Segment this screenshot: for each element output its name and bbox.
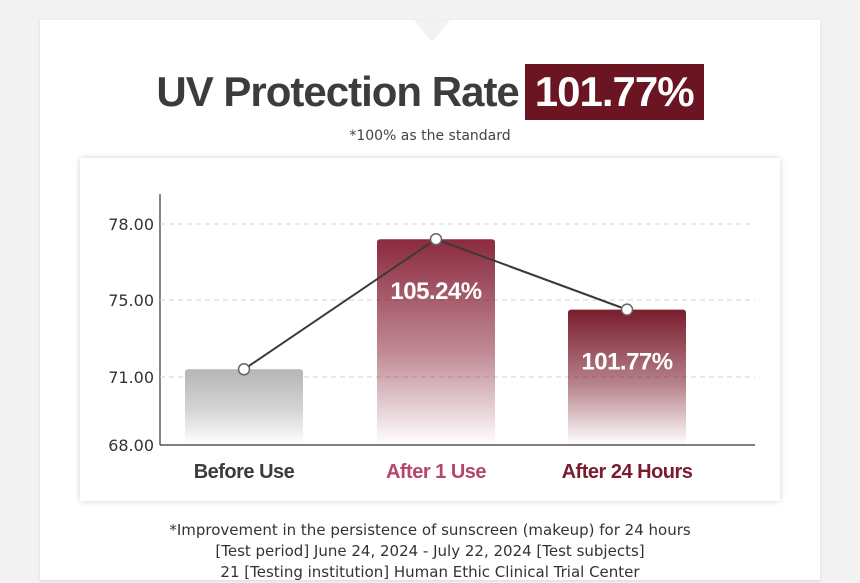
footnote-line: *Improvement in the persistence of sunsc… [169, 521, 691, 539]
page-subtitle: *100% as the standard [349, 128, 511, 144]
bar [377, 239, 495, 445]
footnotes: *Improvement in the persistence of sunsc… [0, 520, 860, 583]
title-row: UV Protection Rate 101.77% [0, 64, 860, 120]
x-category-label: After 24 Hours [562, 461, 693, 483]
bar-data-label: 101.77% [581, 349, 672, 376]
trend-point [620, 303, 634, 316]
footnote-line: [Test period] June 24, 2024 - July 22, 2… [215, 542, 645, 560]
page-title: UV Protection Rate [156, 68, 519, 115]
title-highlight-badge: 101.77% [524, 64, 704, 120]
card-notch [414, 20, 450, 42]
y-tick-label: 71.00 [108, 368, 154, 387]
chart-panel: 68.00 71.00 75.00 78.00 Before Use After 1 Us… [80, 158, 780, 501]
bar-data-label: 105.24% [390, 278, 481, 305]
bar [568, 309, 686, 445]
y-tick-label: 78.00 [108, 215, 154, 234]
trend-point [237, 363, 251, 376]
footnote-line: 21 [Testing institution] Human Ethic Cli… [220, 563, 640, 581]
x-category-label: After 1 Use [386, 461, 486, 483]
y-tick-label: 68.00 [108, 436, 154, 455]
y-tick-label: 75.00 [108, 291, 154, 310]
x-category-label: Before Use [194, 461, 295, 483]
trend-point [429, 232, 443, 246]
bar [185, 369, 303, 445]
bar-line-chart: 68.00 71.00 75.00 78.00 Before Use After 1 Us… [108, 194, 755, 483]
